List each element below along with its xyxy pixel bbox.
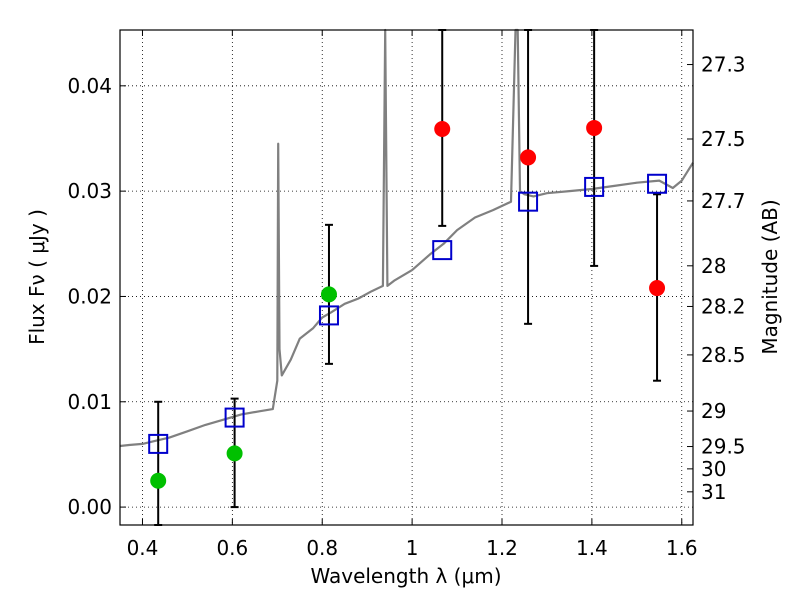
y2-axis-label: Magnitude (AB)	[758, 199, 782, 354]
x-tick-label: 0.4	[127, 536, 159, 560]
y2-tick-label: 28	[701, 254, 726, 278]
y2-tick-label: 27.3	[701, 53, 746, 77]
model-square	[647, 173, 668, 194]
y2-tick-label: 28.5	[701, 343, 746, 367]
green-point	[226, 445, 243, 462]
y-tick-label: 0.01	[67, 390, 112, 414]
grid	[120, 30, 693, 525]
red-point	[649, 280, 666, 297]
y2-tick-label: 27.5	[701, 127, 746, 151]
y-tick-label: 0.03	[67, 179, 112, 203]
y2-tick-label: 31	[701, 480, 726, 504]
y2-tick-label: 27.7	[701, 189, 746, 213]
axis-ticks: 0.4 0.6 0.8 1 1.2 1.4 1.6 0.00 0.01 0.02 0.03 0.04 2…	[67, 30, 746, 560]
x-tick-label: 0.6	[216, 536, 248, 560]
x-tick-label: 1	[406, 536, 419, 560]
model-square	[318, 305, 339, 326]
model-square	[584, 176, 605, 197]
y2-tick-label: 29	[701, 399, 726, 423]
model-square	[518, 191, 539, 212]
x-tick-label: 1.4	[576, 536, 608, 560]
x-tick-label: 1.2	[486, 536, 518, 560]
green-point	[150, 472, 167, 489]
y-tick-label: 0.04	[67, 74, 112, 98]
y-axis-label: Flux Fν ( μJy )	[25, 209, 49, 345]
red-point	[586, 119, 603, 136]
y-tick-label: 0.02	[67, 284, 112, 308]
y2-tick-label: 28.2	[701, 294, 746, 318]
y2-tick-label: 30	[701, 457, 726, 481]
green-point	[320, 286, 337, 303]
y-tick-label: 0.00	[67, 495, 112, 519]
model-square	[148, 433, 169, 454]
red-point	[520, 149, 537, 166]
x-tick-label: 0.8	[306, 536, 338, 560]
x-tick-label: 1.6	[666, 536, 698, 560]
model-square	[224, 407, 245, 428]
spectrum-line	[119, 28, 694, 448]
plot-frame	[119, 29, 694, 526]
y2-tick-label: 29.5	[701, 435, 746, 459]
red-point	[434, 121, 451, 137]
x-axis-label: Wavelength λ (μm)	[310, 564, 501, 588]
plot-series	[119, 28, 694, 526]
model-square	[432, 240, 453, 261]
